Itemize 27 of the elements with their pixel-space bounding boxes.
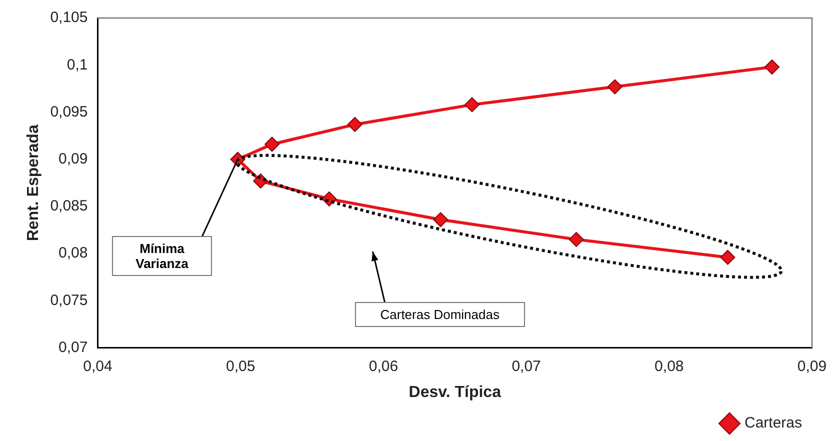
y-tick-label: 0,08 — [58, 244, 88, 262]
y-tick-label: 0,105 — [50, 9, 88, 26]
callout-box: Carteras Dominadas — [354, 302, 525, 327]
y-tick-label: 0,09 — [58, 150, 88, 168]
y-tick-label: 0,1 — [66, 56, 88, 74]
x-tick-label: 0,06 — [368, 358, 398, 375]
point — [433, 212, 448, 228]
point — [720, 250, 736, 265]
point — [764, 60, 780, 74]
x-tick-label: 0,09 — [797, 358, 827, 375]
point — [607, 79, 622, 94]
y-tick-label: 0,085 — [50, 198, 88, 215]
x-tick-label: 0,07 — [512, 358, 541, 375]
x-axis-title: Desv. Típica — [408, 384, 502, 401]
y-axis-title: Rent. Esperada — [25, 124, 42, 242]
point — [568, 232, 584, 247]
point — [347, 116, 362, 132]
x-tick-label: 0,04 — [83, 358, 112, 375]
y-tick-label: 0,075 — [50, 292, 88, 309]
point — [264, 136, 280, 152]
point — [464, 97, 480, 112]
y-tick-label: 0,095 — [50, 103, 88, 120]
callout-box: Mínima Varianza — [112, 236, 212, 276]
y-tick-label: 0,07 — [58, 338, 88, 356]
x-tick-label: 0,08 — [654, 358, 684, 375]
x-tick-label: 0,05 — [226, 358, 256, 375]
legend-label: Carteras — [744, 414, 802, 432]
